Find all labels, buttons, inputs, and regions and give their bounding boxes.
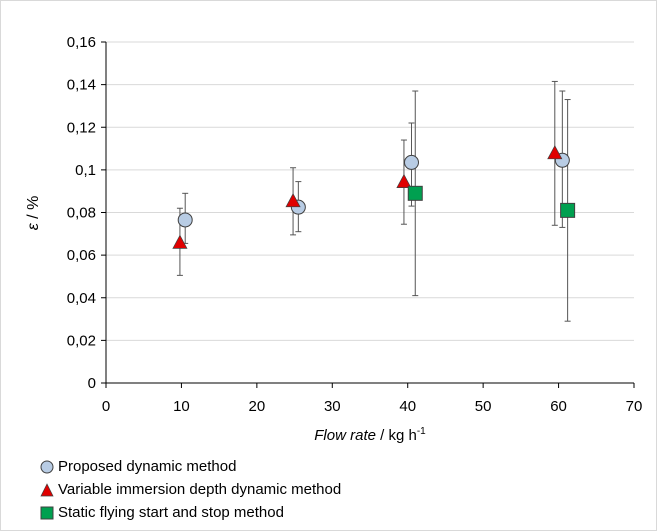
tick-labels: 0 0,02 0,04 0,06 0,08 0,1 0,12 0,14 0,16 0 10 20 30 4… — [67, 34, 643, 415]
circle-marker — [403, 154, 419, 170]
legend-item-variable-immersion: Variable immersion depth dynamic method — [40, 478, 341, 501]
y-tick-label: 0,04 — [67, 290, 96, 307]
y-tick-label: 0,1 — [75, 162, 96, 179]
y-tick-label: 0,02 — [67, 332, 96, 349]
legend-label: Proposed dynamic method — [58, 458, 237, 475]
x-tick-label: 40 — [399, 398, 416, 415]
x-tick-label: 30 — [324, 398, 341, 415]
x-tick-label: 60 — [550, 398, 567, 415]
x-axis-label: Flow rate / kg h-1 — [314, 426, 426, 444]
x-tick-label: 20 — [249, 398, 266, 415]
legend-label: Static flying start and stop method — [58, 504, 284, 521]
x-tick-label: 70 — [626, 398, 643, 415]
axes — [101, 41, 635, 388]
x-tick-label: 50 — [475, 398, 492, 415]
y-tick-label: 0,16 — [67, 34, 96, 51]
square-marker — [407, 185, 423, 201]
legend-item-static: Static flying start and stop method — [40, 501, 341, 524]
x-tick-label: 10 — [173, 398, 190, 415]
y-tick-label: 0 — [88, 375, 96, 392]
triangle-marker — [285, 193, 301, 208]
triangle-marker — [172, 234, 188, 249]
circle-marker — [177, 212, 193, 228]
legend-label: Variable immersion depth dynamic method — [58, 481, 342, 498]
triangle-marker-icon — [40, 482, 54, 496]
y-tick-label: 0,14 — [67, 77, 96, 94]
y-tick-label: 0,08 — [67, 205, 96, 222]
x-tick-label: 0 — [102, 398, 110, 415]
legend-item-proposed: Proposed dynamic method — [40, 455, 341, 478]
y-tick-label: 0,06 — [67, 247, 96, 264]
square-marker-icon — [40, 506, 54, 519]
square-marker — [560, 202, 576, 218]
triangle-marker — [396, 173, 412, 188]
circle-marker-icon — [40, 460, 54, 473]
legend: Proposed dynamic method Variable immersi… — [40, 455, 341, 524]
data-markers — [172, 145, 576, 249]
triangle-marker — [547, 145, 563, 160]
y-tick-label: 0,12 — [67, 119, 96, 136]
y-axis-label: ε / % — [25, 196, 42, 231]
grid-lines — [106, 41, 634, 341]
